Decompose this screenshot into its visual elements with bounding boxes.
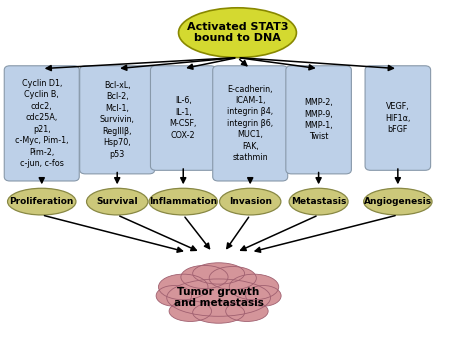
Ellipse shape bbox=[192, 263, 245, 284]
Ellipse shape bbox=[192, 302, 245, 323]
Text: VEGF,
HIF1α,
bFGF: VEGF, HIF1α, bFGF bbox=[385, 102, 410, 134]
Ellipse shape bbox=[169, 301, 211, 321]
Ellipse shape bbox=[219, 188, 281, 215]
FancyBboxPatch shape bbox=[213, 66, 288, 181]
Ellipse shape bbox=[364, 188, 432, 215]
Text: Bcl-xL,
Bcl-2,
Mcl-1,
Survivin,
RegIIIβ,
Hsp70,
p53: Bcl-xL, Bcl-2, Mcl-1, Survivin, RegIIIβ,… bbox=[100, 81, 135, 159]
Ellipse shape bbox=[181, 266, 228, 288]
FancyBboxPatch shape bbox=[286, 66, 351, 174]
Ellipse shape bbox=[167, 279, 271, 316]
Text: Survival: Survival bbox=[96, 197, 138, 206]
Ellipse shape bbox=[156, 286, 191, 306]
Text: Inflammation: Inflammation bbox=[149, 197, 217, 206]
Text: MMP-2,
MMP-9,
MMP-1,
Twist: MMP-2, MMP-9, MMP-1, Twist bbox=[304, 98, 333, 141]
Ellipse shape bbox=[209, 267, 256, 290]
FancyBboxPatch shape bbox=[4, 66, 79, 181]
Text: Activated STAT3
bound to DNA: Activated STAT3 bound to DNA bbox=[187, 22, 288, 44]
Text: Cyclin D1,
Cyclin B,
cdc2,
cdc25A,
p21,
c-Myc, Pim-1,
Pim-2,
c-jun, c-fos: Cyclin D1, Cyclin B, cdc2, cdc25A, p21, … bbox=[15, 79, 69, 168]
FancyBboxPatch shape bbox=[80, 66, 155, 174]
Ellipse shape bbox=[87, 188, 148, 215]
Text: Angiogenesis: Angiogenesis bbox=[364, 197, 432, 206]
Text: Tumor growth
and metastasis: Tumor growth and metastasis bbox=[173, 287, 264, 308]
Ellipse shape bbox=[179, 8, 296, 57]
FancyBboxPatch shape bbox=[150, 66, 216, 170]
Text: E-cadherin,
ICAM-1,
integrin β4,
integrin β6,
MUC1,
FAK,
stathmin: E-cadherin, ICAM-1, integrin β4, integri… bbox=[227, 85, 273, 162]
Text: IL-6,
IL-1,
M-CSF,
COX-2: IL-6, IL-1, M-CSF, COX-2 bbox=[170, 96, 197, 140]
Ellipse shape bbox=[226, 301, 268, 321]
Ellipse shape bbox=[158, 274, 208, 300]
Text: Invasion: Invasion bbox=[229, 197, 272, 206]
Text: Proliferation: Proliferation bbox=[9, 197, 74, 206]
Text: Metastasis: Metastasis bbox=[291, 197, 346, 206]
Ellipse shape bbox=[289, 188, 348, 215]
FancyBboxPatch shape bbox=[365, 66, 430, 170]
Ellipse shape bbox=[8, 188, 76, 215]
Ellipse shape bbox=[229, 274, 279, 300]
Ellipse shape bbox=[246, 286, 281, 306]
Ellipse shape bbox=[149, 188, 218, 215]
